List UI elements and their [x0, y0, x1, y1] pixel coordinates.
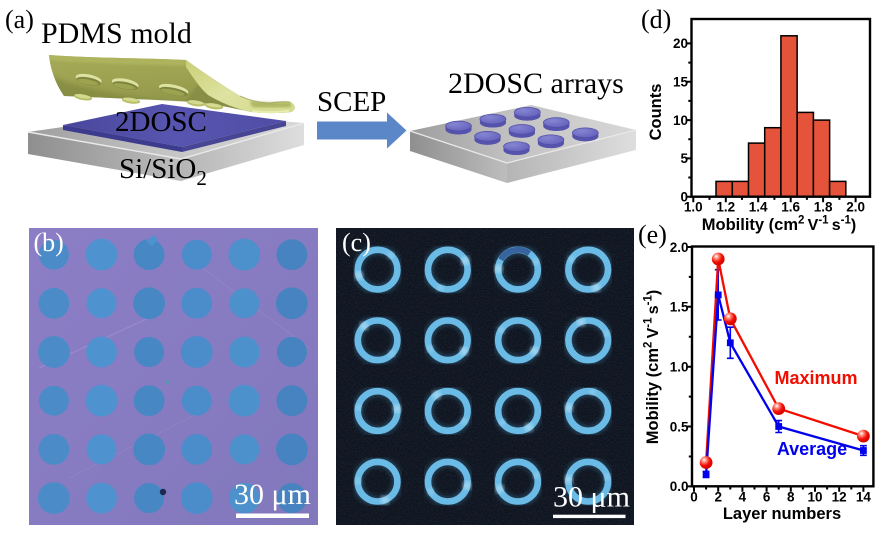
svg-text:Mobility (cm2 V-1 s-1): Mobility (cm2 V-1 s-1) [643, 290, 663, 444]
svg-text:Counts: Counts [647, 84, 665, 141]
svg-text:2.0: 2.0 [670, 240, 689, 255]
svg-text:10: 10 [807, 490, 822, 505]
svg-text:1.6: 1.6 [781, 200, 800, 215]
svg-text:15: 15 [673, 75, 689, 90]
svg-text:0: 0 [680, 190, 688, 205]
svg-text:SCEP: SCEP [317, 86, 386, 118]
svg-text:0: 0 [690, 490, 698, 505]
svg-text:Maximum: Maximum [774, 368, 857, 388]
svg-text:Layer numbers: Layer numbers [723, 505, 841, 523]
svg-text:8: 8 [787, 490, 795, 505]
svg-text:2.0: 2.0 [846, 200, 865, 215]
svg-text:PDMS mold: PDMS mold [41, 17, 192, 50]
svg-text:(d): (d) [641, 5, 671, 34]
svg-text:0.0: 0.0 [670, 479, 689, 494]
svg-text:1.5: 1.5 [670, 300, 689, 315]
svg-text:1.0: 1.0 [684, 200, 703, 215]
svg-text:1.0: 1.0 [670, 360, 689, 375]
svg-text:10: 10 [673, 113, 688, 128]
svg-text:(a): (a) [5, 5, 34, 34]
svg-text:30 μm: 30 μm [234, 478, 311, 511]
svg-text:1.8: 1.8 [814, 200, 833, 215]
svg-text:2DOSC arrays: 2DOSC arrays [448, 67, 624, 100]
svg-text:2DOSC: 2DOSC [115, 106, 207, 138]
svg-text:4: 4 [739, 490, 747, 505]
svg-text:6: 6 [763, 490, 771, 505]
svg-text:(e): (e) [638, 220, 667, 249]
svg-text:Average: Average [777, 439, 847, 459]
svg-text:1.4: 1.4 [749, 200, 768, 215]
svg-text:20: 20 [673, 36, 688, 51]
svg-text:14: 14 [856, 490, 872, 505]
svg-text:5: 5 [680, 151, 688, 166]
svg-text:(c): (c) [342, 228, 371, 257]
svg-text:(b): (b) [34, 228, 64, 257]
svg-text:1.2: 1.2 [716, 200, 735, 215]
svg-text:Mobility (cm2 V-1 s-1): Mobility (cm2 V-1 s-1) [702, 215, 856, 235]
svg-text:30 μm: 30 μm [553, 481, 630, 514]
svg-text:0.5: 0.5 [670, 419, 689, 434]
svg-text:2: 2 [714, 490, 722, 505]
svg-text:12: 12 [832, 490, 847, 505]
svg-text:Si/SiO2: Si/SiO2 [119, 153, 207, 190]
